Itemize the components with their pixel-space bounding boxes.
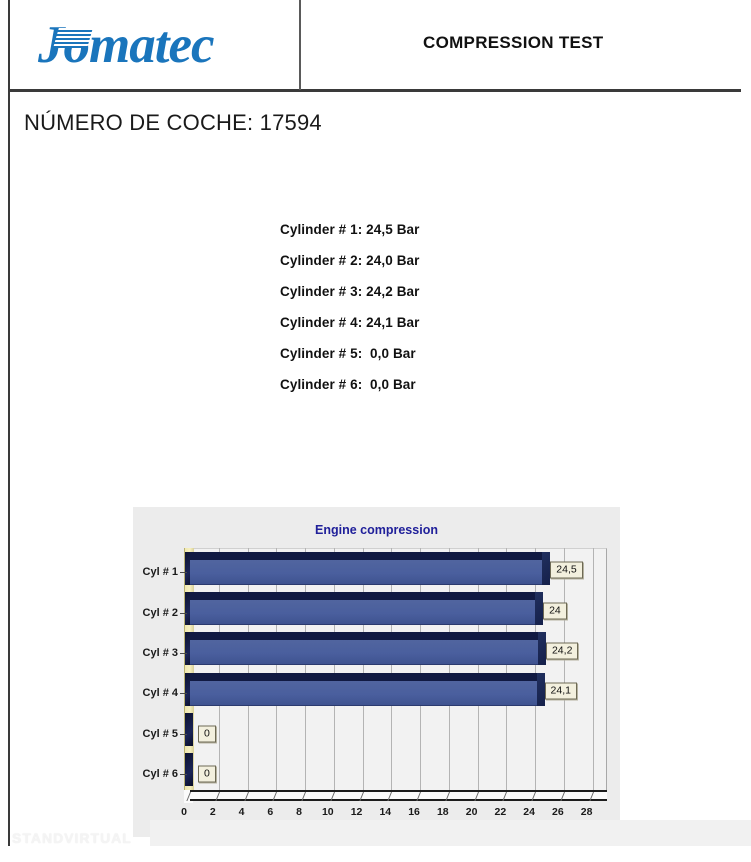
- bar-end-cap: [542, 551, 551, 585]
- gridline: [333, 548, 335, 790]
- data-label: 24,5: [550, 561, 583, 579]
- category-label: Cyl # 2: [142, 606, 178, 619]
- gridline: [247, 548, 249, 790]
- bar-side: [185, 713, 193, 746]
- gridline: [477, 548, 479, 790]
- chart-plot-area: 0 2 4 6 8 10 12 14 16 18 20 22 24 26 28: [181, 548, 607, 818]
- gridline: [276, 548, 278, 790]
- gridline: [535, 548, 537, 790]
- x-tick-label: 18: [436, 806, 449, 818]
- y-tick: [180, 733, 187, 735]
- list-item: Cylinder # 1: 24,5 Bar: [280, 222, 420, 237]
- bar-end-cap: [535, 592, 544, 625]
- x-tick-label: 6: [267, 806, 274, 818]
- category-label: Cyl # 3: [142, 646, 178, 659]
- x-tick-label: 16: [408, 806, 420, 818]
- gridline: [448, 548, 450, 790]
- x-tick-label: 8: [296, 806, 302, 818]
- cylinder-readings-list: Cylinder # 1: 24,5 Bar Cylinder # 2: 24,…: [280, 214, 540, 400]
- page-title: COMPRESSION TEST: [423, 33, 604, 52]
- x-tick-label: 22: [494, 806, 507, 818]
- chart-title: Engine compression: [315, 523, 438, 537]
- chart-floor: [190, 792, 607, 801]
- list-item: Cylinder # 4: 24,1 Bar: [280, 315, 420, 330]
- jomatec-logo: Jomatec: [34, 12, 304, 78]
- bar-side: [185, 592, 193, 625]
- bar-top: [190, 632, 538, 641]
- bar-top: [190, 592, 536, 600]
- header-divider: [8, 89, 741, 92]
- category-label: Cyl # 4: [142, 687, 178, 700]
- y-tick: [180, 773, 187, 775]
- gridline: [563, 548, 565, 790]
- data-label: 24: [543, 602, 567, 619]
- bar: [190, 559, 543, 585]
- x-tick-label: 28: [580, 806, 593, 818]
- bar: [190, 680, 537, 706]
- bar-side: [185, 672, 193, 706]
- page-bottom-strip: [0, 846, 751, 862]
- data-label: 24,1: [544, 682, 577, 700]
- data-label: 0: [198, 725, 216, 742]
- gridline: [305, 548, 307, 790]
- list-item: Cylinder # 5: 0,0 Bar: [280, 346, 416, 361]
- bar-side: [185, 551, 193, 585]
- category-label: Cyl # 6: [142, 767, 178, 780]
- x-tick-label: 0: [181, 806, 187, 818]
- list-item: Cylinder # 3: 24,2 Bar: [280, 284, 420, 299]
- bar-side: [185, 632, 193, 666]
- plot-background: [190, 548, 607, 790]
- chart-axis-line: [190, 790, 607, 792]
- y-tick: [180, 572, 187, 574]
- category-label: Cyl # 5: [142, 727, 178, 740]
- list-item: Cylinder # 6: 0,0 Bar: [280, 377, 416, 392]
- y-tick: [180, 652, 187, 654]
- x-tick-label: 12: [350, 806, 363, 818]
- x-tick-label: 2: [209, 806, 216, 818]
- list-item: Cylinder # 2: 24,0 Bar: [280, 253, 420, 268]
- page-left-border: [8, 0, 10, 862]
- logo-wordmark: Jomatec: [38, 15, 214, 74]
- bar-top: [190, 672, 537, 681]
- bar: [190, 600, 536, 625]
- gridline: [420, 548, 422, 790]
- category-label: Cyl # 1: [142, 566, 178, 579]
- chart-left-wall: [184, 548, 194, 790]
- data-label: 24,2: [545, 642, 579, 660]
- bar-top: [190, 551, 543, 560]
- gridline: [362, 548, 364, 790]
- document-header: Jomatec COMPRESSION TEST: [10, 0, 750, 89]
- watermark-text: STANDVIRTUAL: [12, 830, 132, 846]
- engine-compression-chart: Engine compression 0 2 4 6 8 10 12 14 16 18 20 22 24…: [133, 507, 620, 837]
- gridline: [592, 548, 594, 790]
- car-number-label: NÚMERO DE COCHE: 17594: [24, 110, 322, 135]
- bar-end-cap: [537, 632, 546, 666]
- header-column-divider: [299, 0, 301, 90]
- gridline: [218, 548, 220, 790]
- x-tick-label: 26: [552, 806, 564, 818]
- x-tick-label: 4: [238, 806, 245, 818]
- bar-end-cap: [536, 672, 545, 706]
- gridline: [506, 548, 508, 790]
- watermark-strip: [150, 820, 751, 846]
- y-tick: [180, 693, 187, 695]
- bar: [190, 640, 538, 666]
- bar-side: [185, 753, 193, 787]
- gridline: [391, 548, 393, 790]
- x-tick-label: 20: [465, 806, 478, 818]
- y-tick: [180, 612, 187, 614]
- x-tick-label: 24: [523, 806, 535, 818]
- x-tick-label: 10: [321, 806, 334, 818]
- data-label: 0: [198, 765, 216, 783]
- x-tick-label: 14: [379, 806, 392, 818]
